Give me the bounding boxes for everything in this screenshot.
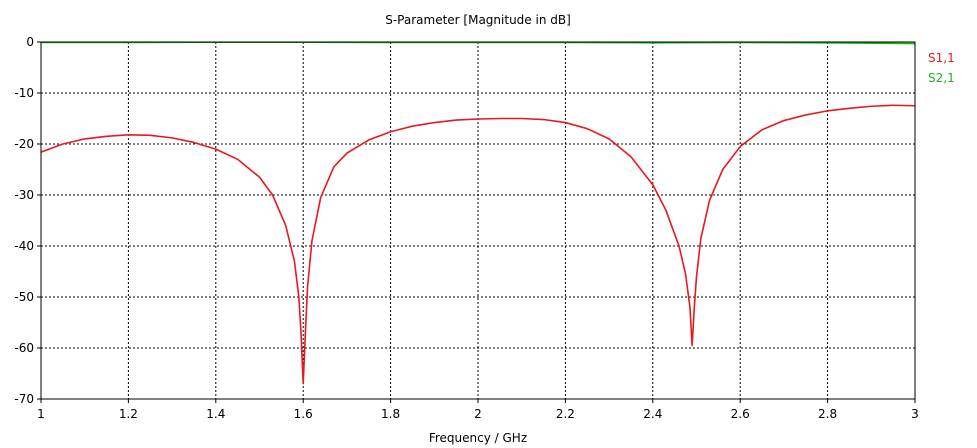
- y-tick-label: -50: [14, 290, 34, 304]
- x-tick-label: 3: [911, 407, 919, 421]
- y-tick-label: -10: [14, 86, 34, 100]
- y-tick-label: -30: [14, 188, 34, 202]
- x-tick-label: 1: [37, 407, 45, 421]
- y-tick-label: -20: [14, 137, 34, 151]
- legend-entry: S2,1: [928, 71, 955, 85]
- y-tick-label: -60: [14, 341, 34, 355]
- legend-entry: S1,1: [928, 51, 955, 65]
- x-tick-label: 2.6: [731, 407, 750, 421]
- y-tick-label: 0: [26, 35, 34, 49]
- x-tick-label: 2.4: [643, 407, 662, 421]
- series-line-s11: [40, 104, 916, 385]
- x-tick-label: 2.2: [556, 407, 575, 421]
- legend: S1,1 S2,1: [928, 51, 955, 85]
- x-tick-label: 1.2: [119, 407, 138, 421]
- chart-title: S-Parameter [Magnitude in dB]: [385, 13, 571, 27]
- x-tick-label: 1.6: [294, 407, 313, 421]
- tick-labels: 1 1.2 1.4 1.6 1.8 2 2.2 2.4 2.6 2.8 3 0 -10 -20 -30 -40…: [14, 35, 918, 421]
- x-tick-label: 2: [474, 407, 482, 421]
- x-tick-label: 1.4: [206, 407, 225, 421]
- y-tick-label: -70: [14, 392, 34, 406]
- grid: [41, 42, 915, 399]
- y-tick-label: -40: [14, 239, 34, 253]
- x-axis-label: Frequency / GHz: [429, 431, 527, 445]
- x-tick-label: 2.8: [818, 407, 837, 421]
- x-tick-label: 1.8: [381, 407, 400, 421]
